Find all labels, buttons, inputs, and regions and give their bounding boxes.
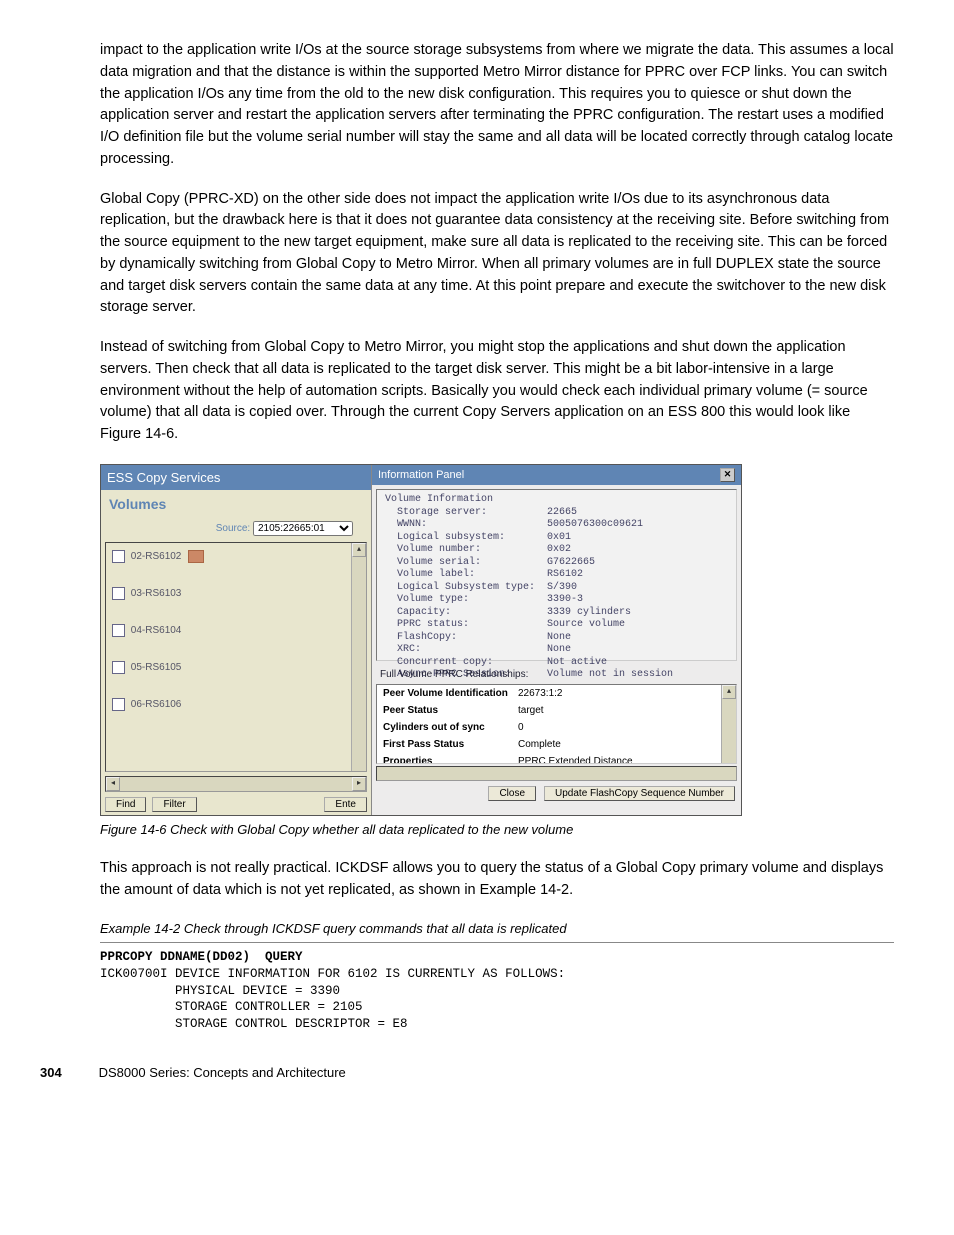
info-label: PPRC status: bbox=[397, 619, 547, 632]
volume-label: 04-RS6104 bbox=[131, 625, 182, 636]
volume-label: 03-RS6103 bbox=[131, 588, 182, 599]
volume-icon bbox=[112, 587, 125, 600]
volume-list: 02-RS6102 03-RS6103 04-RS6104 05-RS6105 bbox=[105, 542, 367, 772]
volume-item-1[interactable]: 02-RS6102 bbox=[106, 543, 366, 580]
info-value: Source volume bbox=[547, 619, 625, 632]
code-line: PPRCOPY DDNAME(DD02) QUERY bbox=[100, 950, 303, 964]
volumes-title: Volumes bbox=[101, 490, 371, 519]
lower-button-row: Close Update FlashCopy Sequence Number bbox=[372, 783, 741, 804]
info-value: Not active bbox=[547, 657, 607, 670]
volume-icon bbox=[112, 624, 125, 637]
rel-label: First Pass Status bbox=[383, 737, 518, 752]
info-panel-title: Information Panel bbox=[378, 467, 464, 484]
scroll-left-icon[interactable]: ◂ bbox=[106, 777, 120, 791]
info-label: FlashCopy: bbox=[397, 632, 547, 645]
paragraph-4: This approach is not really practical. I… bbox=[100, 858, 894, 902]
rel-label: Peer Status bbox=[383, 703, 518, 718]
rel-value: Complete bbox=[518, 737, 561, 752]
rel-label: Cylinders out of sync bbox=[383, 720, 518, 735]
close-icon[interactable]: ✕ bbox=[720, 468, 735, 482]
info-label: Logical subsystem: bbox=[397, 532, 547, 545]
info-value: G7622665 bbox=[547, 557, 595, 570]
info-value: 0x01 bbox=[547, 532, 571, 545]
pair-icon bbox=[188, 550, 204, 563]
scroll-up-icon[interactable]: ▴ bbox=[352, 543, 366, 557]
info-label: XRC: bbox=[397, 644, 547, 657]
rel-label: Properties bbox=[383, 754, 518, 764]
rel-label: Peer Volume Identification bbox=[383, 686, 518, 701]
relationships-body: Peer Volume Identification22673:1:2 Peer… bbox=[376, 684, 737, 764]
code-line: STORAGE CONTROL DESCRIPTOR = E8 bbox=[100, 1017, 408, 1031]
volume-label: 06-RS6106 bbox=[131, 699, 182, 710]
source-select[interactable]: 2105:22665:01 bbox=[253, 521, 353, 536]
volume-item-3[interactable]: 04-RS6104 bbox=[106, 617, 366, 654]
volume-label: 05-RS6105 bbox=[131, 662, 182, 673]
info-label: Logical Subsystem type: bbox=[397, 582, 547, 595]
volume-item-5[interactable]: 06-RS6106 bbox=[106, 691, 366, 728]
info-value: S/390 bbox=[547, 582, 577, 595]
info-value: 0x02 bbox=[547, 544, 571, 557]
page-footer: 304 DS8000 Series: Concepts and Architec… bbox=[40, 1063, 894, 1083]
info-value: 3339 cylinders bbox=[547, 607, 631, 620]
info-label: Volume number: bbox=[397, 544, 547, 557]
info-label: Volume label: bbox=[397, 569, 547, 582]
rel-value: target bbox=[518, 703, 544, 718]
figure-screenshot: ESS Copy Services Volumes Source: 2105:2… bbox=[100, 464, 742, 817]
info-value: None bbox=[547, 644, 571, 657]
paragraph-1: impact to the application write I/Os at … bbox=[100, 40, 894, 171]
enter-button[interactable]: Ente bbox=[324, 797, 367, 812]
info-value: Volume not in session bbox=[547, 669, 673, 682]
code-block: PPRCOPY DDNAME(DD02) QUERY ICK00700I DEV… bbox=[100, 949, 894, 1033]
scroll-right-icon[interactable]: ▸ bbox=[352, 777, 366, 791]
source-label: Source: bbox=[216, 523, 250, 534]
figure-caption: Figure 14-6 Check with Global Copy wheth… bbox=[100, 820, 894, 840]
scrollbar-horizontal[interactable] bbox=[376, 766, 737, 781]
scrollbar-vertical[interactable]: ▴ bbox=[721, 685, 736, 763]
footer-title: DS8000 Series: Concepts and Architecture bbox=[99, 1065, 346, 1080]
rel-value: 0 bbox=[518, 720, 524, 735]
info-value: None bbox=[547, 632, 571, 645]
paragraph-3: Instead of switching from Global Copy to… bbox=[100, 337, 894, 446]
info-label: Capacity: bbox=[397, 607, 547, 620]
info-label: Storage server: bbox=[397, 507, 547, 520]
update-flashcopy-button[interactable]: Update FlashCopy Sequence Number bbox=[544, 786, 735, 801]
volume-icon bbox=[112, 550, 125, 563]
info-body: Volume Information Storage server:22665 … bbox=[376, 489, 737, 661]
volume-label: 02-RS6102 bbox=[131, 551, 182, 562]
close-button[interactable]: Close bbox=[488, 786, 536, 801]
volume-item-2[interactable]: 03-RS6103 bbox=[106, 580, 366, 617]
code-line: ICK00700I DEVICE INFORMATION FOR 6102 IS… bbox=[100, 967, 565, 981]
left-button-row: Find Filter Ente bbox=[101, 794, 371, 815]
info-label: Volume serial: bbox=[397, 557, 547, 570]
rel-value: 22673:1:2 bbox=[518, 686, 563, 701]
info-label: Volume type: bbox=[397, 594, 547, 607]
scrollbar-horizontal[interactable]: ◂ ▸ bbox=[105, 776, 367, 792]
left-panel: ESS Copy Services Volumes Source: 2105:2… bbox=[101, 465, 371, 816]
scrollbar-vertical[interactable]: ▴ bbox=[351, 543, 366, 771]
volume-item-4[interactable]: 05-RS6105 bbox=[106, 654, 366, 691]
info-value: 3390-3 bbox=[547, 594, 583, 607]
info-value: RS6102 bbox=[547, 569, 583, 582]
code-line: STORAGE CONTROLLER = 2105 bbox=[100, 1000, 363, 1014]
left-panel-header: ESS Copy Services bbox=[101, 465, 371, 491]
rel-value: PPRC Extended Distance bbox=[518, 754, 633, 764]
volume-icon bbox=[112, 661, 125, 674]
info-panel: Information Panel ✕ Volume Information S… bbox=[371, 465, 741, 816]
scroll-up-icon[interactable]: ▴ bbox=[722, 685, 736, 699]
example-caption: Example 14-2 Check through ICKDSF query … bbox=[100, 919, 894, 943]
paragraph-2: Global Copy (PPRC-XD) on the other side … bbox=[100, 189, 894, 320]
find-button[interactable]: Find bbox=[105, 797, 146, 812]
info-value: 22665 bbox=[547, 507, 577, 520]
code-line: PHYSICAL DEVICE = 3390 bbox=[100, 984, 340, 998]
info-section-title: Volume Information bbox=[385, 494, 728, 507]
info-panel-header: Information Panel ✕ bbox=[372, 465, 741, 486]
page-number: 304 bbox=[40, 1063, 95, 1083]
volume-icon bbox=[112, 698, 125, 711]
filter-button[interactable]: Filter bbox=[152, 797, 196, 812]
source-row: Source: 2105:22665:01 bbox=[101, 519, 371, 540]
info-label: WWNN: bbox=[397, 519, 547, 532]
info-value: 5005076300c09621 bbox=[547, 519, 643, 532]
